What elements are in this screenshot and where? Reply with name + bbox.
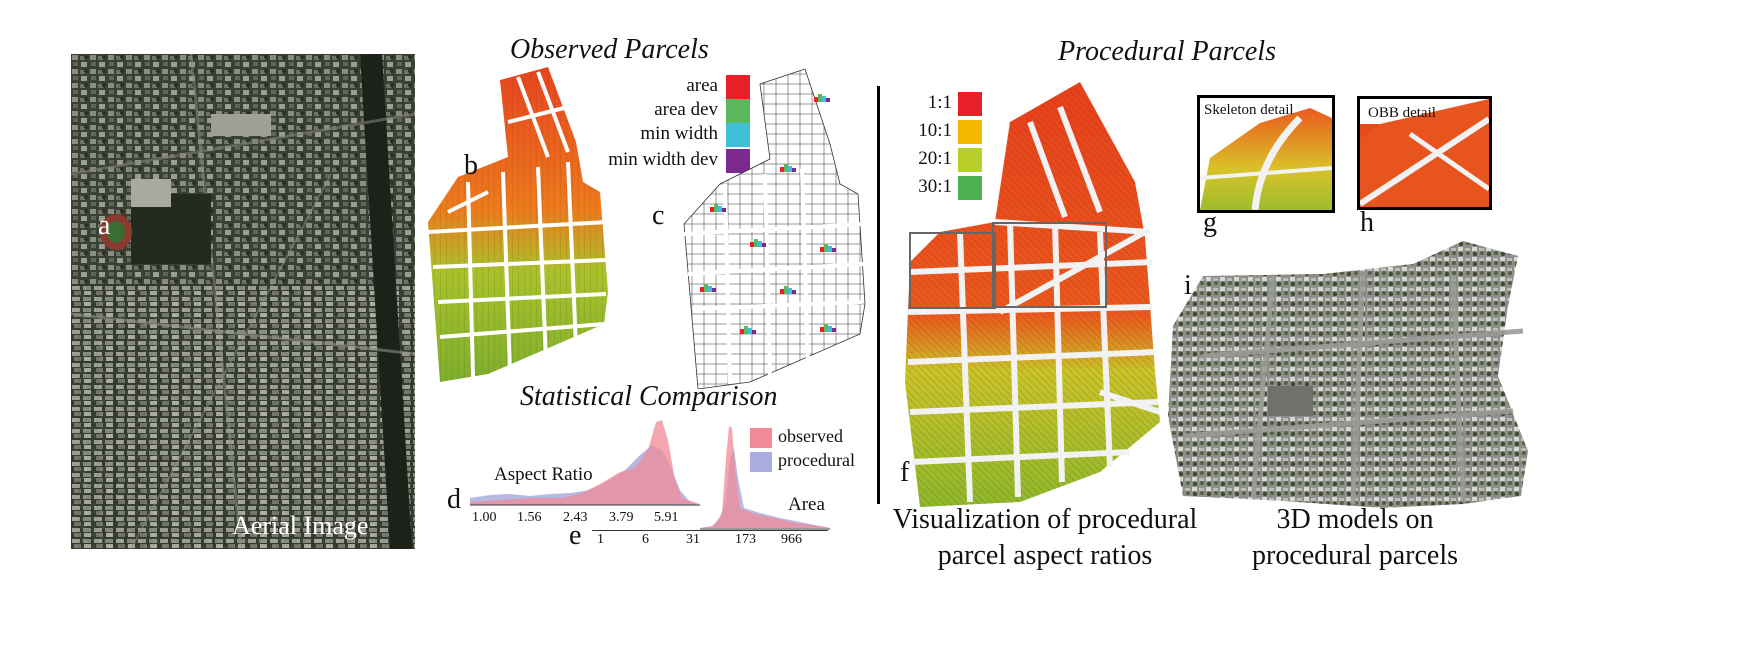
aerial-image-label: Aerial Image: [232, 511, 369, 540]
3d-models-render: [1163, 236, 1533, 514]
legend-swatch: [958, 92, 982, 116]
aspect-tick: 3.79: [609, 510, 634, 525]
stat-glyphs: [700, 94, 836, 334]
observed-distribution: [700, 426, 830, 528]
legend-label: 20:1: [918, 148, 952, 169]
legend-row-20-1: 20:1: [912, 148, 982, 176]
observed-distribution: [470, 420, 700, 505]
panel-letter-d: d: [447, 484, 461, 515]
legend-swatch: [958, 120, 982, 144]
area-tick: 173: [735, 532, 756, 547]
legend-label: 30:1: [918, 176, 952, 197]
aspect-tick: 1.00: [472, 510, 497, 525]
legend-row-min-width: min width: [560, 123, 750, 149]
legend-swatch: [726, 149, 750, 173]
caption-line: procedural parcels: [1252, 540, 1458, 571]
area-tick: 1: [597, 532, 604, 547]
area-tick: 966: [781, 532, 802, 547]
skeleton-detail-label: Skeleton detail: [1204, 102, 1294, 118]
legend-label: 10:1: [918, 120, 952, 141]
legend-label: observed: [778, 426, 843, 446]
area-axis-line: [592, 530, 828, 531]
procedural-parcels-title: Procedural Parcels: [1058, 36, 1276, 67]
legend-swatch: [958, 148, 982, 172]
section-divider: [877, 86, 880, 504]
legend-swatch: [958, 176, 982, 200]
panel-letter-b: b: [464, 150, 478, 181]
panel-letter-c: c: [652, 200, 665, 231]
panel-letter-f: f: [900, 457, 910, 488]
legend-label: procedural: [778, 450, 855, 470]
aspect-ratio-histogram: [470, 410, 700, 510]
legend-label: min width: [640, 123, 718, 144]
procedural-parcels-map: [900, 82, 1165, 507]
statistical-comparison-title: Statistical Comparison: [520, 381, 778, 412]
obb-detail-label: OBB detail: [1368, 105, 1436, 121]
caption-line: Visualization of procedural: [892, 504, 1198, 535]
legend-swatch: [726, 99, 750, 123]
legend-row-area-dev: area dev: [560, 99, 750, 125]
skeleton-detail-inset: Skeleton detail: [1197, 95, 1335, 213]
legend-label: area dev: [654, 99, 718, 120]
legend-row-10-1: 10:1: [912, 120, 982, 148]
legend-label: min width dev: [608, 149, 718, 170]
aspect-ratio-label: Aspect Ratio: [494, 464, 593, 485]
legend-swatch: [750, 452, 772, 472]
area-tick: 31: [686, 532, 700, 547]
panel-letter-g: g: [1203, 207, 1217, 238]
legend-row-area: area: [560, 75, 750, 101]
legend-swatch: [750, 428, 772, 448]
panel-letter-e: e: [569, 520, 582, 551]
area-histogram: [700, 418, 830, 533]
panel-letter-a: a: [98, 210, 111, 241]
obb-detail-inset: OBB detail: [1357, 96, 1492, 210]
caption-line: 3D models on: [1276, 504, 1434, 535]
legend-row-1-1: 1:1: [912, 92, 982, 120]
legend-row-min-width-dev: min width dev: [560, 149, 750, 175]
caption-3d-models: 3D models on procedural parcels: [1220, 502, 1490, 574]
observed-parcels-map: [427, 62, 618, 382]
area-label: Area: [788, 494, 825, 515]
parcel-statistics-map: [680, 64, 870, 390]
legend-swatch: [726, 75, 750, 99]
caption-procedural-visualization: Visualization of procedural parcel aspec…: [880, 502, 1210, 574]
caption-line: parcel aspect ratios: [937, 540, 1153, 571]
aspect-tick: 2.43: [563, 510, 588, 525]
panel-letter-h: h: [1360, 207, 1374, 238]
observed-parcels-title: Observed Parcels: [510, 34, 709, 65]
panel-letter-i: i: [1184, 270, 1192, 301]
aspect-tick: 1.56: [517, 510, 542, 525]
area-tick: 6: [642, 532, 649, 547]
aerial-image: [71, 54, 415, 549]
legend-label: area: [686, 75, 718, 96]
legend-row-30-1: 30:1: [912, 176, 982, 204]
legend-label: 1:1: [927, 92, 952, 113]
legend-swatch: [726, 123, 750, 147]
aspect-tick: 5.91: [654, 510, 679, 525]
